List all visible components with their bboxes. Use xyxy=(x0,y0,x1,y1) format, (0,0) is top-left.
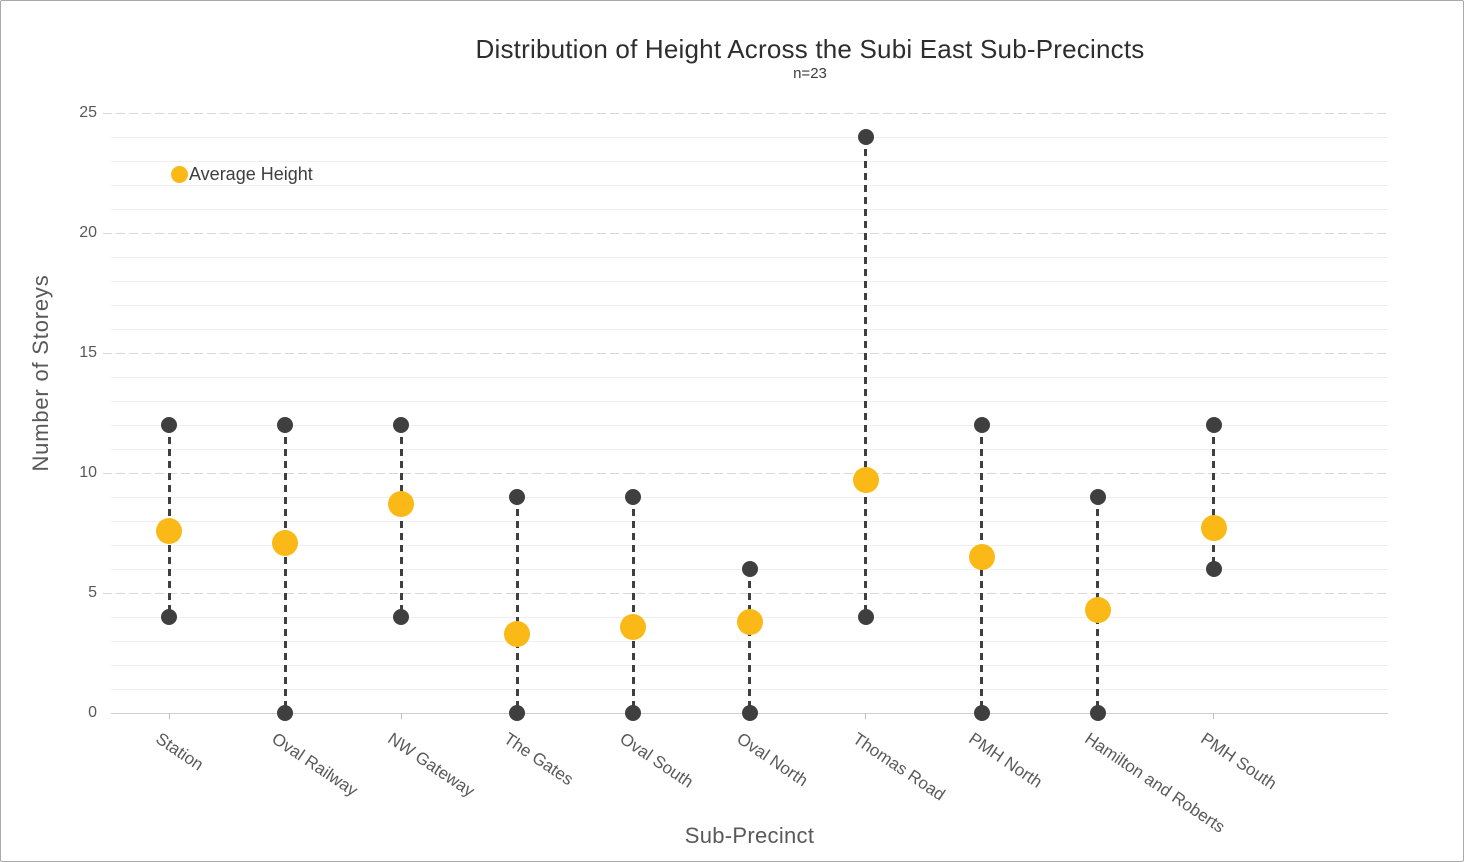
x-category-label-text: The Gates xyxy=(500,729,578,790)
minor-gridline xyxy=(111,208,1388,210)
average-dot xyxy=(1084,596,1111,623)
major-gridline xyxy=(103,112,1388,114)
min-dot xyxy=(393,609,410,625)
chart-subtitle: n=23 xyxy=(793,65,827,82)
min-dot xyxy=(161,609,178,625)
max-dot xyxy=(625,489,642,505)
minor-gridline xyxy=(111,328,1388,330)
max-dot xyxy=(741,561,758,577)
min-dot xyxy=(277,705,294,721)
min-dot xyxy=(1089,705,1106,721)
minor-gridline xyxy=(111,376,1388,378)
x-category-label-text: NW Gateway xyxy=(384,729,479,801)
average-dot xyxy=(156,517,183,544)
min-dot xyxy=(509,705,526,721)
x-category-label: The Gates xyxy=(501,729,590,789)
x-tick xyxy=(400,713,402,719)
min-dot xyxy=(625,705,642,721)
y-axis-title: Number of Storeys xyxy=(28,274,53,472)
average-dot xyxy=(272,529,299,556)
max-dot xyxy=(509,489,526,505)
max-dot xyxy=(393,417,410,433)
minor-gridline xyxy=(111,496,1388,498)
x-tick xyxy=(1213,713,1215,719)
range-line xyxy=(399,425,403,617)
minor-gridline xyxy=(111,448,1388,450)
x-tick xyxy=(865,713,867,719)
range-line xyxy=(1212,425,1216,569)
legend-average-label: Average Height xyxy=(189,164,313,184)
x-tick xyxy=(168,713,170,719)
average-dot xyxy=(1200,515,1227,542)
x-category-label-text: Thomas Road xyxy=(848,729,949,805)
x-category-label-text: Station xyxy=(152,729,207,775)
average-dot xyxy=(736,608,763,635)
max-dot xyxy=(857,129,874,145)
major-gridline xyxy=(103,592,1388,594)
minor-gridline xyxy=(111,136,1388,138)
y-tick-label: 15 xyxy=(79,344,97,361)
min-dot xyxy=(973,705,990,721)
x-category-label: Oval Railway xyxy=(269,729,378,800)
y-tick-label: 0 xyxy=(88,704,97,721)
minor-gridline xyxy=(111,520,1388,522)
x-category-label-text: PMH North xyxy=(965,729,1046,792)
max-dot xyxy=(1205,417,1222,433)
chart-title: Distribution of Height Across the Subi E… xyxy=(475,34,1145,64)
legend: Average Height xyxy=(171,164,313,185)
major-gridline xyxy=(103,352,1388,354)
minor-gridline xyxy=(111,304,1388,306)
max-dot xyxy=(973,417,990,433)
x-category-label: Oval South xyxy=(617,729,711,792)
average-dot xyxy=(852,467,879,494)
major-gridline xyxy=(103,232,1388,234)
max-dot xyxy=(161,417,178,433)
minor-gridline xyxy=(111,400,1388,402)
average-dot xyxy=(388,491,415,518)
x-category-label: Station xyxy=(152,729,216,774)
x-category-label: NW Gateway xyxy=(385,729,495,801)
legend-average-marker-icon xyxy=(171,166,188,183)
y-tick-label: 20 xyxy=(79,224,97,241)
minor-gridline xyxy=(111,424,1388,426)
x-axis-title: Sub-Precinct xyxy=(684,823,815,848)
x-category-label: PMH North xyxy=(965,729,1060,792)
plot-area: 0 5 10 15 20 25 Station Oval Railway NW Gateway T… xyxy=(79,104,1388,837)
y-tick-label: 5 xyxy=(88,584,97,601)
range-line xyxy=(864,137,868,617)
range-line xyxy=(748,569,751,713)
x-category-label: Thomas Road xyxy=(849,729,967,804)
x-category-label-text: Oval North xyxy=(732,729,811,791)
min-dot xyxy=(741,705,758,721)
max-dot xyxy=(277,417,294,433)
x-category-label: PMH South xyxy=(1197,729,1295,793)
y-tick-label: 10 xyxy=(79,464,97,481)
range-line xyxy=(631,497,635,713)
x-category-label: Oval North xyxy=(733,729,825,790)
range-line xyxy=(283,425,287,713)
max-dot xyxy=(1089,489,1106,505)
average-dot xyxy=(620,613,647,640)
average-dot xyxy=(968,544,995,570)
minor-gridline xyxy=(111,280,1388,282)
average-dot xyxy=(504,620,531,647)
y-tick-label: 25 xyxy=(79,104,97,121)
x-category-label-text: Oval Railway xyxy=(268,729,362,801)
x-category-label-text: Oval South xyxy=(616,729,698,792)
min-dot xyxy=(857,609,874,625)
x-category-label-text: PMH South xyxy=(1197,729,1280,794)
minor-gridline xyxy=(111,544,1388,546)
min-dot xyxy=(1205,561,1222,577)
minor-gridline xyxy=(111,184,1388,186)
minor-gridline xyxy=(111,160,1388,162)
range-line xyxy=(515,497,519,713)
minor-gridline xyxy=(111,256,1388,258)
major-gridline xyxy=(103,472,1388,474)
